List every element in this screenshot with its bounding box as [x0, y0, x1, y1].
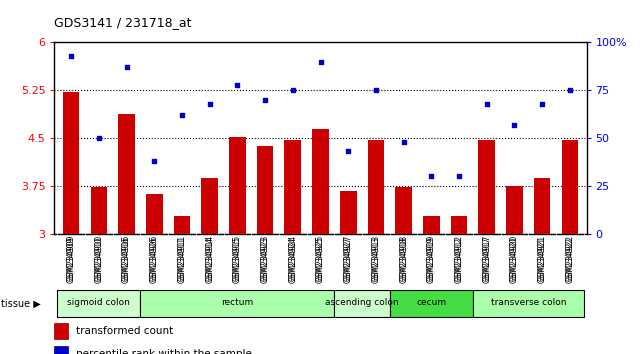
- Text: GSM234919: GSM234919: [427, 236, 436, 282]
- Text: GSM234911: GSM234911: [178, 236, 187, 282]
- Text: GSM234918: GSM234918: [399, 236, 408, 282]
- Text: GSM234924: GSM234924: [288, 236, 297, 282]
- Bar: [312, 129, 329, 234]
- Text: GSM234912: GSM234912: [454, 236, 463, 282]
- Text: GSM234922: GSM234922: [565, 236, 574, 282]
- Bar: [506, 186, 523, 234]
- Text: cecum: cecum: [416, 298, 446, 308]
- Point: [260, 97, 271, 103]
- Text: GDS3141 / 231718_at: GDS3141 / 231718_at: [54, 16, 192, 29]
- Bar: [473, 290, 584, 317]
- Bar: [54, 346, 68, 354]
- Point: [288, 87, 298, 93]
- Text: GSM234925: GSM234925: [316, 236, 325, 282]
- Bar: [54, 323, 68, 339]
- Bar: [562, 140, 578, 234]
- Bar: [90, 187, 107, 234]
- Bar: [63, 92, 79, 234]
- Point: [565, 87, 575, 93]
- Bar: [174, 216, 190, 234]
- Point: [121, 64, 131, 70]
- Text: GSM234917: GSM234917: [482, 236, 491, 282]
- Text: GSM234910: GSM234910: [94, 236, 103, 282]
- Text: transformed count: transformed count: [76, 326, 173, 337]
- Bar: [340, 191, 356, 234]
- Point: [204, 101, 215, 107]
- Text: rectum: rectum: [221, 298, 253, 308]
- Bar: [257, 146, 274, 234]
- Text: GSM234921: GSM234921: [538, 236, 547, 282]
- Text: sigmoid colon: sigmoid colon: [67, 298, 130, 308]
- Text: GSM234914: GSM234914: [205, 236, 214, 282]
- Text: GSM234923: GSM234923: [261, 236, 270, 282]
- Text: GSM234915: GSM234915: [233, 236, 242, 282]
- Text: percentile rank within the sample: percentile rank within the sample: [76, 349, 252, 354]
- Text: GSM234916: GSM234916: [122, 236, 131, 282]
- Point: [454, 173, 464, 179]
- Bar: [335, 290, 390, 317]
- Point: [315, 59, 326, 64]
- Text: transverse colon: transverse colon: [490, 298, 566, 308]
- Bar: [395, 187, 412, 234]
- Point: [537, 101, 547, 107]
- Bar: [201, 178, 218, 234]
- Text: GSM234913: GSM234913: [371, 236, 380, 282]
- Bar: [451, 216, 467, 234]
- Point: [66, 53, 76, 59]
- Bar: [285, 140, 301, 234]
- Point: [149, 158, 160, 164]
- Point: [426, 173, 437, 179]
- Bar: [140, 290, 335, 317]
- Point: [510, 122, 520, 127]
- Point: [481, 101, 492, 107]
- Point: [343, 149, 353, 154]
- Point: [370, 87, 381, 93]
- Text: tissue ▶: tissue ▶: [1, 298, 41, 309]
- Bar: [229, 137, 246, 234]
- Bar: [423, 216, 440, 234]
- Point: [232, 82, 242, 87]
- Bar: [390, 290, 473, 317]
- Bar: [57, 290, 140, 317]
- Text: GSM234909: GSM234909: [67, 236, 76, 283]
- Text: GSM234920: GSM234920: [510, 236, 519, 282]
- Point: [177, 112, 187, 118]
- Bar: [478, 140, 495, 234]
- Bar: [118, 114, 135, 234]
- Bar: [54, 234, 587, 266]
- Point: [399, 139, 409, 145]
- Bar: [146, 194, 163, 234]
- Text: GSM234926: GSM234926: [150, 236, 159, 282]
- Bar: [367, 140, 384, 234]
- Point: [94, 135, 104, 141]
- Bar: [534, 178, 551, 234]
- Text: ascending colon: ascending colon: [325, 298, 399, 308]
- Text: GSM234927: GSM234927: [344, 236, 353, 282]
